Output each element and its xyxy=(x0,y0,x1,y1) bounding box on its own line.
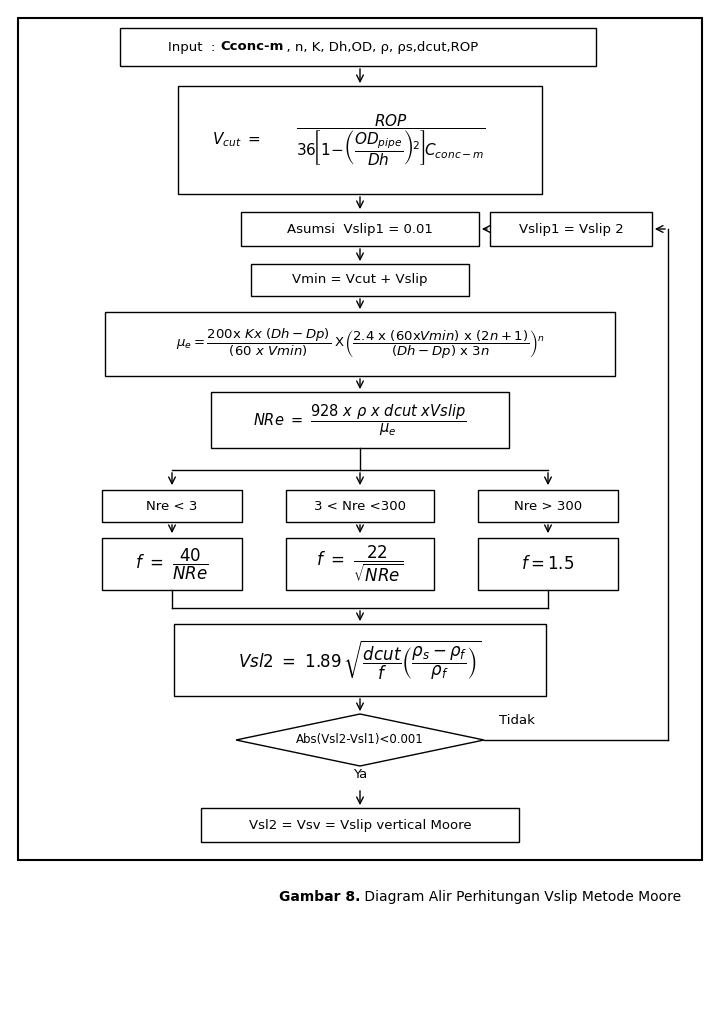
Text: Input  :: Input : xyxy=(168,40,220,53)
Text: Vmin = Vcut + Vslip: Vmin = Vcut + Vslip xyxy=(292,273,428,287)
Text: Vsl2 = Vsv = Vslip vertical Moore: Vsl2 = Vsv = Vslip vertical Moore xyxy=(248,818,472,832)
Bar xyxy=(178,86,542,194)
Bar xyxy=(286,490,434,522)
Bar xyxy=(490,212,652,246)
Text: Vslip1 = Vslip 2: Vslip1 = Vslip 2 xyxy=(518,222,624,235)
Text: Nre < 3: Nre < 3 xyxy=(146,500,198,513)
Text: 3 < Nre <300: 3 < Nre <300 xyxy=(314,500,406,513)
Text: Ya: Ya xyxy=(353,768,367,780)
Text: $\dfrac{ROP}{36\!\left[1\!-\!\left(\dfrac{OD_{pipe}}{Dh}\right)^{\!2}\right]\!C_: $\dfrac{ROP}{36\!\left[1\!-\!\left(\dfra… xyxy=(296,112,486,168)
Bar xyxy=(241,212,479,246)
Text: $V_{cut}\ =$: $V_{cut}\ =$ xyxy=(212,131,261,149)
Bar xyxy=(102,490,242,522)
Bar xyxy=(251,264,469,296)
Polygon shape xyxy=(236,714,484,766)
Text: Diagram Alir Perhitungan Vslip Metode Moore: Diagram Alir Perhitungan Vslip Metode Mo… xyxy=(360,890,681,904)
Bar xyxy=(105,313,615,376)
Text: Tidak: Tidak xyxy=(499,713,535,727)
Text: $\mu_e = \dfrac{200\mathsf{x}\ Kx\ (Dh - Dp)}{(60\ x\ Vmin)}$$\ \mathsf{X}\left(: $\mu_e = \dfrac{200\mathsf{x}\ Kx\ (Dh -… xyxy=(176,327,544,361)
Bar xyxy=(286,538,434,590)
Text: $f\ =\ \dfrac{22}{\sqrt{NRe}}$: $f\ =\ \dfrac{22}{\sqrt{NRe}}$ xyxy=(317,544,403,584)
Bar xyxy=(211,392,509,448)
Bar xyxy=(18,19,702,860)
Text: $f\ =\ \dfrac{40}{NRe}$: $f\ =\ \dfrac{40}{NRe}$ xyxy=(135,547,209,582)
Bar xyxy=(120,28,596,66)
Text: , n, K, Dh,OD, ρ, ρs,dcut,ROP: , n, K, Dh,OD, ρ, ρs,dcut,ROP xyxy=(278,40,478,53)
Bar xyxy=(478,490,618,522)
Bar xyxy=(102,538,242,590)
Text: Cconc-m: Cconc-m xyxy=(220,40,284,53)
Bar xyxy=(478,538,618,590)
Bar xyxy=(201,808,519,842)
Bar xyxy=(174,624,546,696)
Text: $f = 1.5$: $f = 1.5$ xyxy=(521,555,575,573)
Text: Gambar 8.: Gambar 8. xyxy=(279,890,360,904)
Text: Abs(Vsl2-Vsl1)<0.001: Abs(Vsl2-Vsl1)<0.001 xyxy=(296,734,424,746)
Text: Asumsi  Vslip1 = 0.01: Asumsi Vslip1 = 0.01 xyxy=(287,222,433,235)
Text: Nre > 300: Nre > 300 xyxy=(514,500,582,513)
Text: $Vsl2\ =\ 1.89\,\sqrt{\dfrac{dcut}{f}\left(\dfrac{\rho_{s}-\rho_{f}}{\rho_{f}}\r: $Vsl2\ =\ 1.89\,\sqrt{\dfrac{dcut}{f}\le… xyxy=(238,638,482,682)
Text: $NRe\ =\ \dfrac{928\ x\ \rho\ x\ dcut\ xVslip}{\mu_e}$: $NRe\ =\ \dfrac{928\ x\ \rho\ x\ dcut\ x… xyxy=(253,402,467,438)
